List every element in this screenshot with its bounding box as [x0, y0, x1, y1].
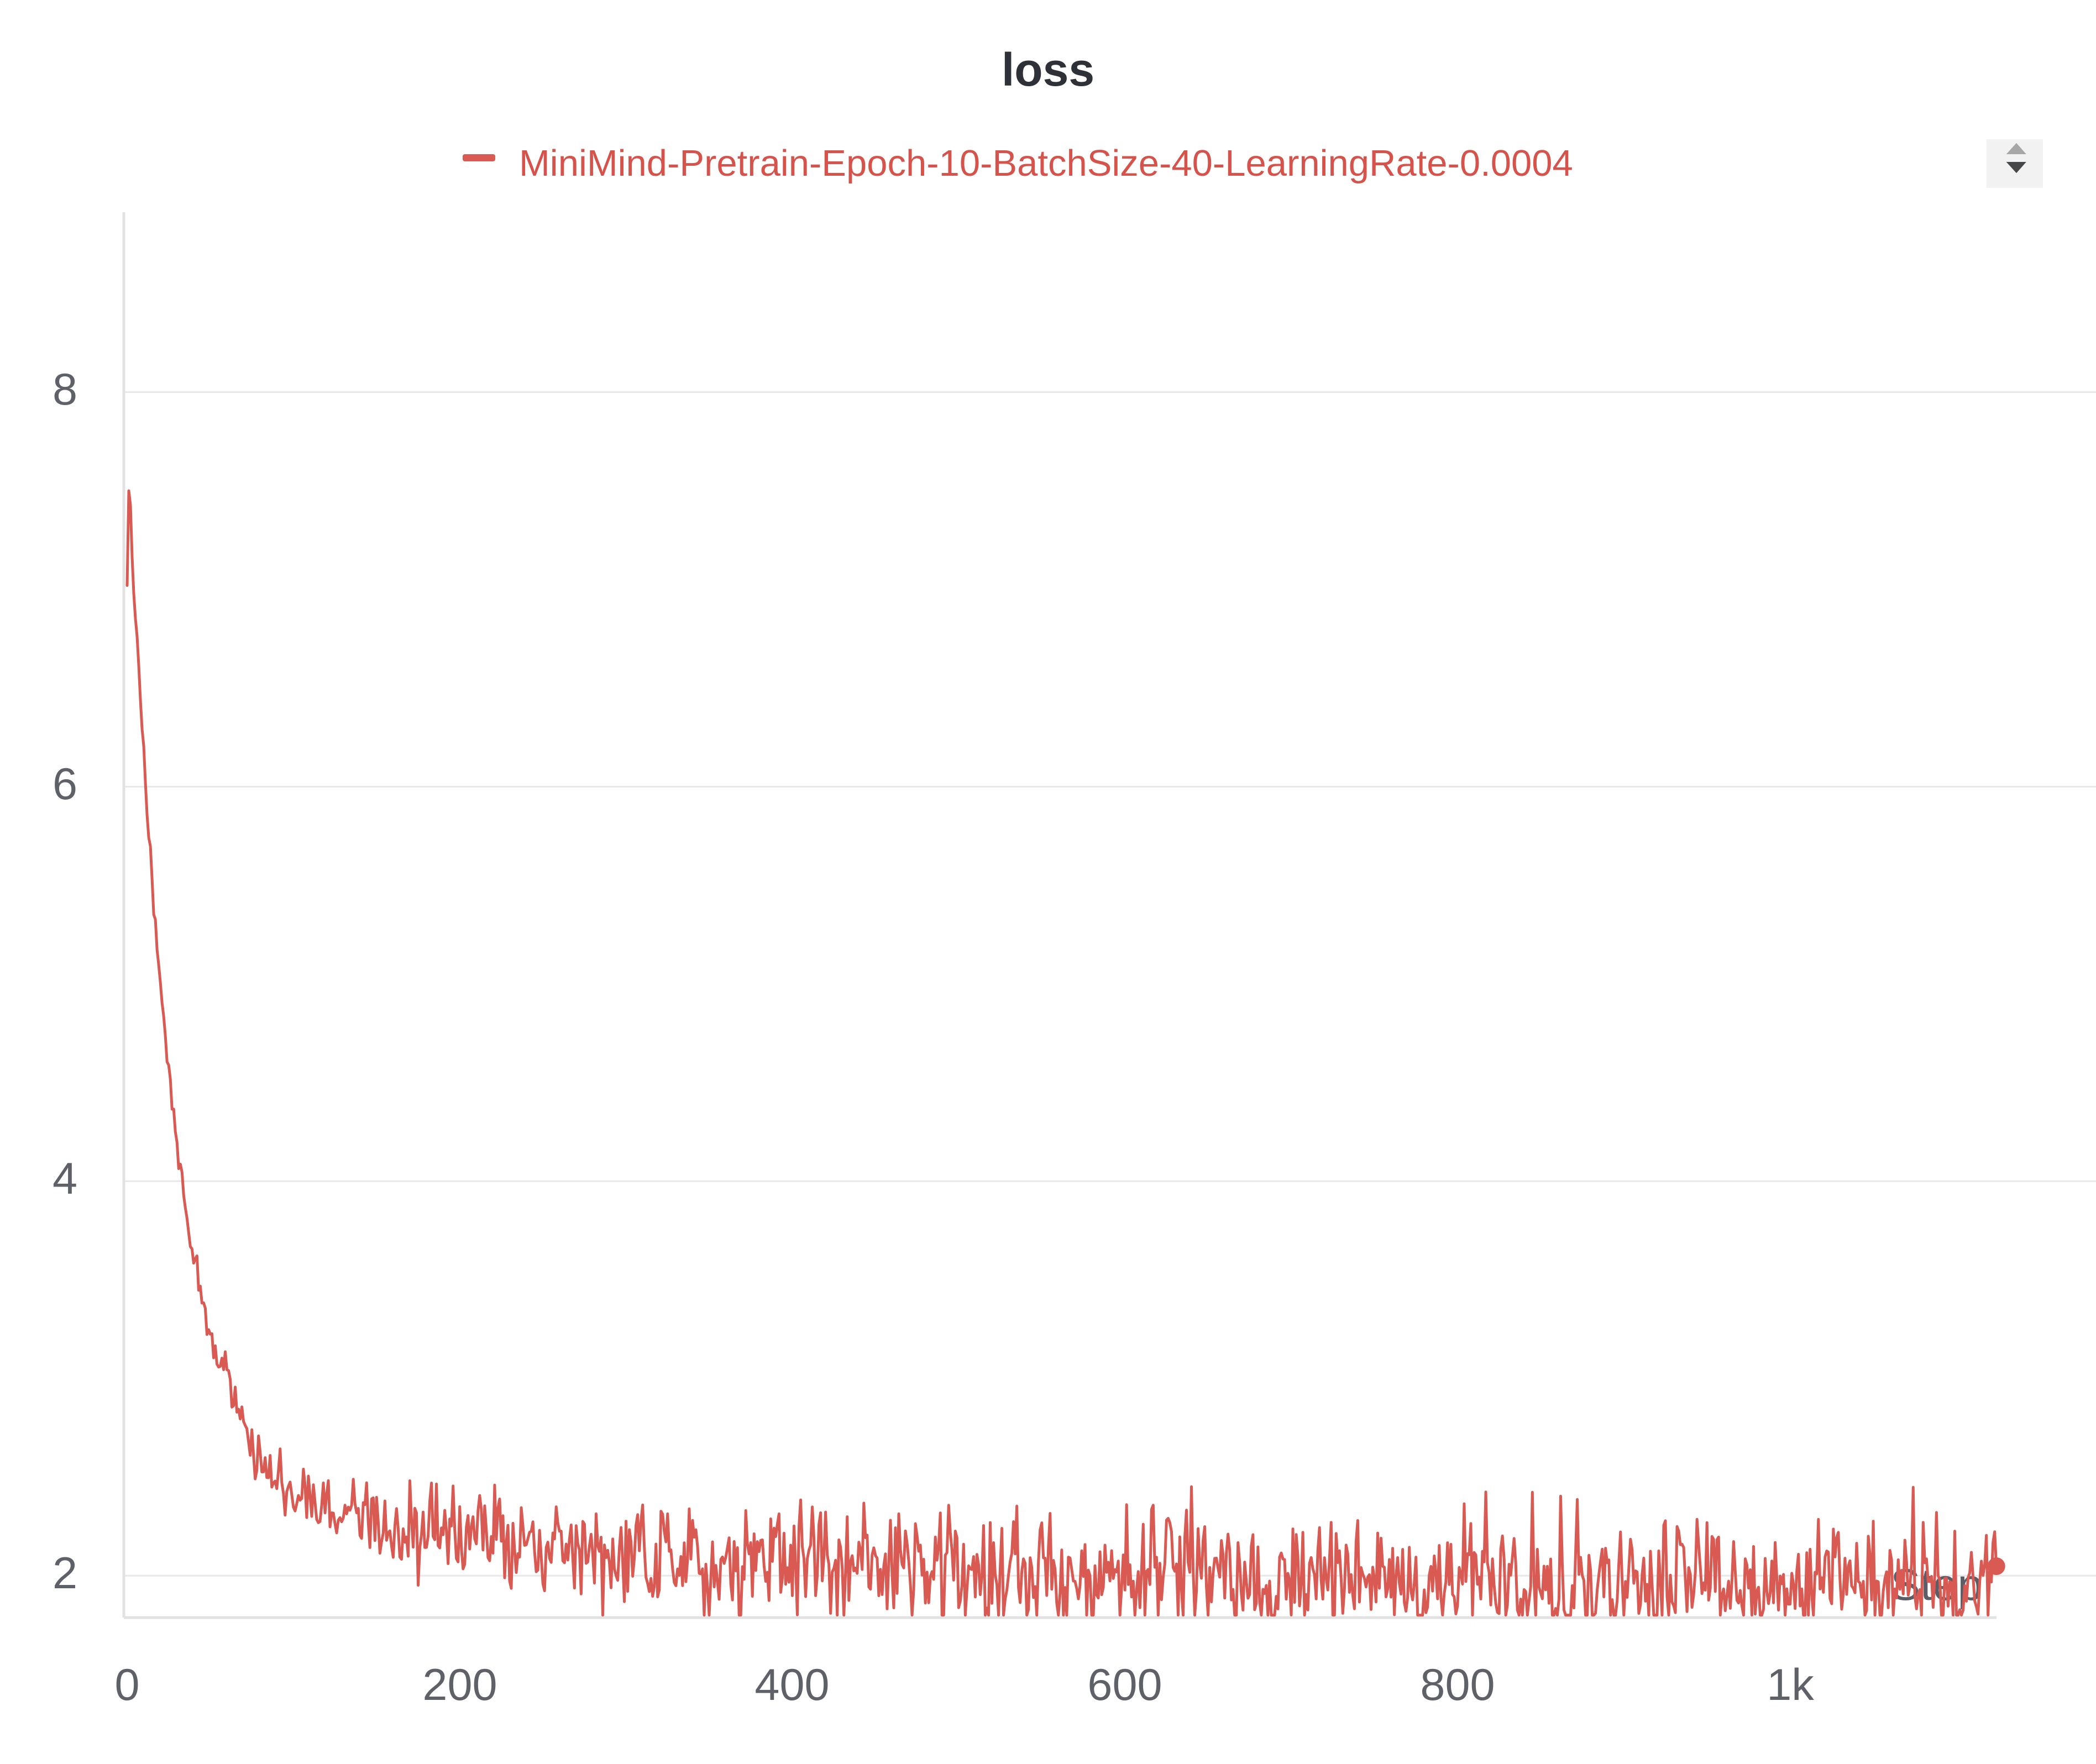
svg-text:400: 400: [754, 1660, 829, 1710]
svg-text:1k: 1k: [1767, 1660, 1814, 1710]
svg-text:6: 6: [53, 759, 77, 809]
svg-text:8: 8: [53, 365, 77, 414]
svg-text:4: 4: [53, 1154, 77, 1204]
svg-text:800: 800: [1420, 1660, 1495, 1710]
svg-text:2: 2: [53, 1548, 77, 1598]
svg-text:200: 200: [422, 1660, 497, 1710]
svg-text:600: 600: [1087, 1660, 1162, 1710]
svg-text:0: 0: [114, 1660, 139, 1710]
